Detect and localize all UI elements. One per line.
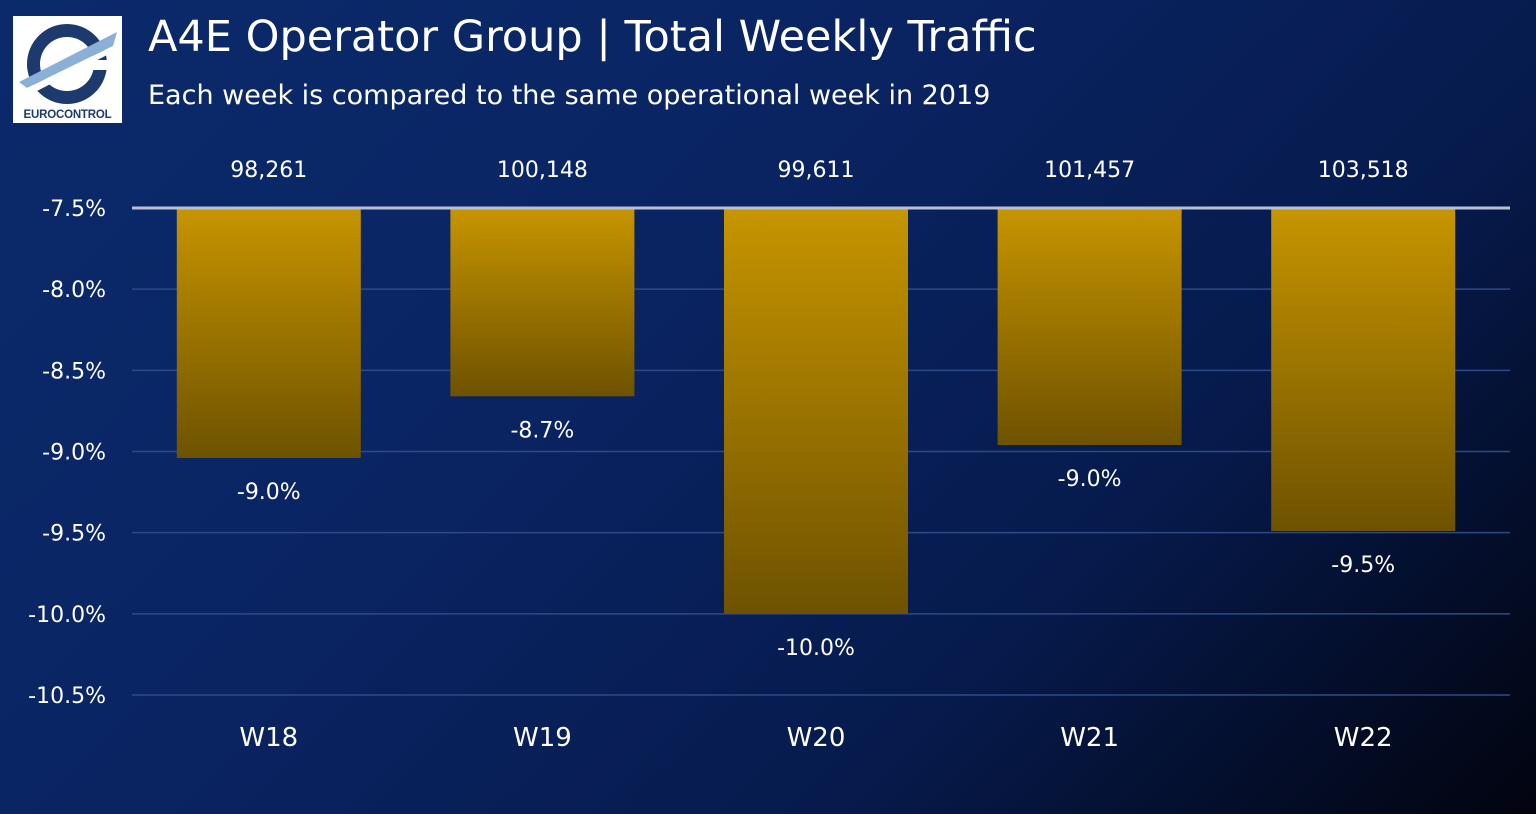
eurocontrol-logo: EUROCONTROL [13,16,122,123]
x-tick-label: W21 [1060,723,1119,753]
top-value-label: 103,518 [1318,158,1409,183]
x-tick-label: W19 [513,723,572,753]
x-tick-label: W22 [1334,723,1393,753]
y-tick-label: -10.5% [28,684,106,709]
eurocontrol-logo-icon [19,24,117,104]
data-label: -9.0% [1058,467,1122,492]
bars [176,208,1456,614]
page-title: A4E Operator Group | Total Weekly Traffi… [148,12,1037,62]
y-tick-label: -9.5% [42,522,106,547]
bar-w18 [176,208,361,458]
data-label: -10.0% [777,636,855,661]
data-label: -9.5% [1331,553,1395,578]
y-tick-label: -9.0% [42,441,106,466]
x-tick-label: W18 [239,723,298,753]
top-value-label: 99,611 [778,158,855,183]
logo-text: EUROCONTROL [23,109,112,121]
y-tick-label: -8.0% [42,278,106,303]
x-tick-label: W20 [787,723,846,753]
bar-w19 [450,208,635,397]
y-tick-label: -8.5% [42,359,106,384]
top-value-label: 101,457 [1044,158,1135,183]
bar-w22 [1271,208,1456,532]
data-label: -8.7% [510,418,574,443]
bar-w21 [997,208,1182,446]
labels: -9.0% 98,261 W18 -8.7% 100,148 W19 -10.0% 99,61… [230,158,1408,753]
y-tick-label: -7.5% [42,197,106,222]
y-tick-label: -10.0% [28,603,106,628]
bar-w20 [724,208,908,614]
page-subtitle: Each week is compared to the same operat… [148,80,991,111]
top-value-label: 100,148 [497,158,588,183]
y-axis: -7.5% -8.0% -8.5% -9.0% -9.5% -10.0% -10.5% [28,197,1510,709]
top-value-label: 98,261 [230,158,307,183]
data-label: -9.0% [237,480,301,505]
